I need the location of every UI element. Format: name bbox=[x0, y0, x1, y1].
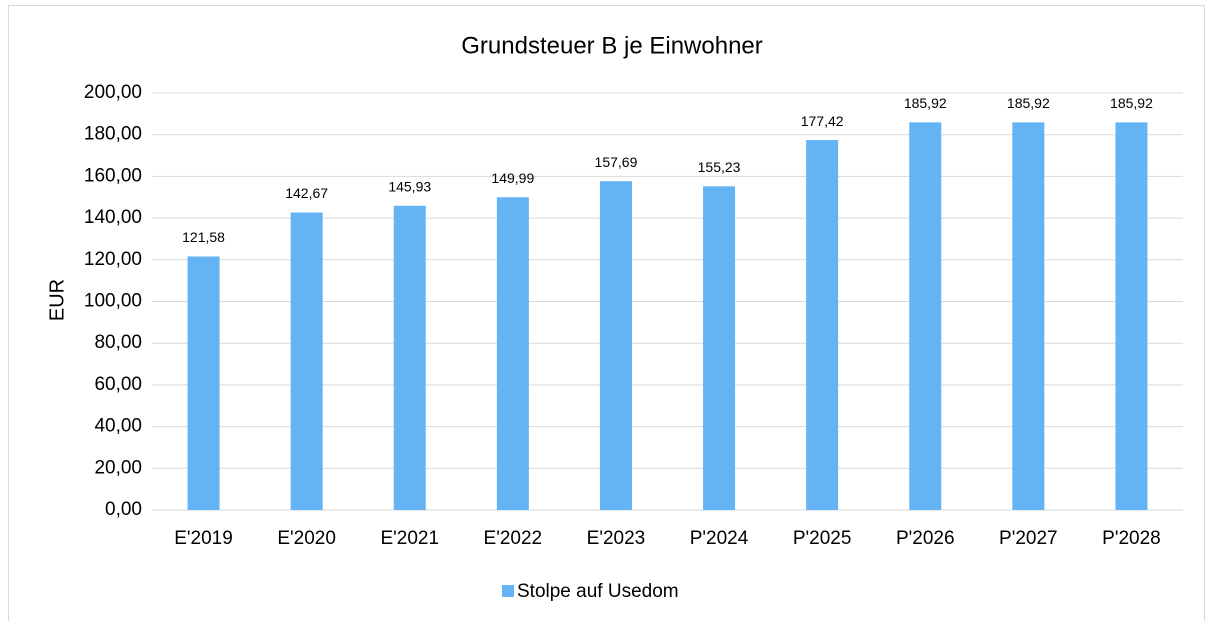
y-tick-label: 160,00 bbox=[84, 165, 142, 186]
y-tick-label: 80,00 bbox=[94, 332, 142, 353]
y-tick-label: 0,00 bbox=[105, 499, 142, 520]
data-label: 149,99 bbox=[491, 170, 534, 186]
data-label: 142,67 bbox=[285, 185, 328, 201]
data-label: 185,92 bbox=[904, 95, 947, 111]
y-tick-label: 40,00 bbox=[94, 416, 142, 437]
x-tick-label: E'2021 bbox=[380, 528, 439, 549]
data-label: 185,92 bbox=[1007, 95, 1050, 111]
y-tick-label: 60,00 bbox=[94, 374, 142, 395]
bar bbox=[393, 205, 426, 510]
x-tick-label: E'2020 bbox=[277, 528, 336, 549]
legend-label: Stolpe auf Usedom bbox=[517, 581, 679, 602]
bar bbox=[496, 197, 529, 510]
x-tick-label: E'2022 bbox=[484, 528, 543, 549]
x-tick-label: P'2025 bbox=[793, 528, 852, 549]
legend-swatch bbox=[502, 585, 514, 597]
x-tick-label: E'2023 bbox=[587, 528, 646, 549]
x-tick-label: P'2024 bbox=[690, 528, 749, 549]
x-tick-label: P'2027 bbox=[999, 528, 1058, 549]
bar bbox=[909, 122, 942, 510]
y-tick-label: 200,00 bbox=[84, 82, 142, 103]
y-tick-label: 140,00 bbox=[84, 207, 142, 228]
bar bbox=[290, 212, 323, 510]
bar bbox=[806, 140, 839, 511]
x-tick-label: P'2028 bbox=[1102, 528, 1161, 549]
bar bbox=[1115, 122, 1148, 510]
chart-frame bbox=[8, 5, 1205, 621]
y-tick-label: 120,00 bbox=[84, 249, 142, 270]
y-tick-label: 180,00 bbox=[84, 124, 142, 145]
y-tick-label: 20,00 bbox=[94, 457, 142, 478]
data-label: 177,42 bbox=[801, 113, 844, 129]
chart-title: Grundsteuer B je Einwohner bbox=[461, 32, 763, 59]
bar bbox=[1012, 122, 1045, 510]
x-tick-label: E'2019 bbox=[174, 528, 233, 549]
bar bbox=[703, 186, 736, 510]
data-label: 185,92 bbox=[1110, 95, 1153, 111]
bar bbox=[187, 256, 220, 510]
data-label: 121,58 bbox=[182, 229, 225, 245]
data-label: 157,69 bbox=[595, 154, 638, 170]
bar bbox=[599, 181, 632, 510]
data-label: 155,23 bbox=[698, 159, 741, 175]
y-axis-label: EUR bbox=[46, 279, 68, 321]
y-tick-label: 100,00 bbox=[84, 291, 142, 312]
x-tick-label: P'2026 bbox=[896, 528, 955, 549]
data-label: 145,93 bbox=[388, 178, 431, 194]
